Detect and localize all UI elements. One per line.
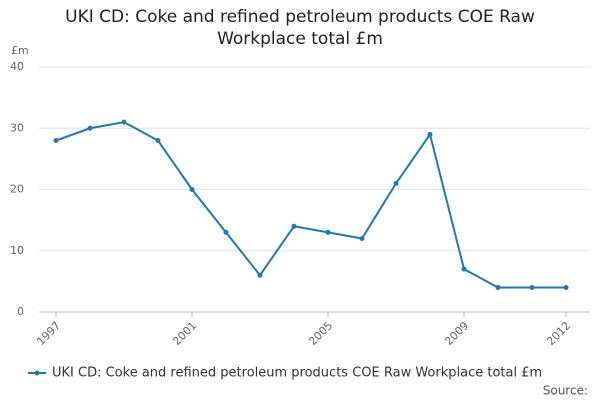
- data-point: [121, 119, 127, 125]
- x-tick-label: 2005: [306, 319, 335, 348]
- data-point: [461, 266, 467, 272]
- y-tick-label: 20: [10, 183, 24, 196]
- x-tick-label: 2001: [170, 319, 199, 348]
- data-point: [563, 285, 569, 290]
- data-point: [223, 229, 229, 235]
- data-point: [427, 131, 433, 137]
- data-point: [325, 229, 331, 235]
- x-tick-label: 1997: [34, 319, 63, 348]
- chart-title: UKI CD: Coke and refined petroleum produ…: [65, 7, 535, 49]
- y-tick-label: 10: [10, 244, 24, 257]
- y-tick-label: 30: [10, 121, 24, 134]
- data-point: [393, 180, 399, 186]
- legend-marker: [34, 370, 40, 376]
- data-point: [495, 285, 501, 290]
- source: Source:: [543, 384, 588, 398]
- data-point: [291, 223, 297, 229]
- data-line: [55, 121, 566, 289]
- data-point: [53, 138, 59, 143]
- data-point: [189, 187, 195, 192]
- data-point: [87, 125, 93, 131]
- legend-label: UKI CD: Coke and refined petroleum produ…: [52, 366, 542, 381]
- y-axis-label: £m: [11, 44, 29, 57]
- x-tick-label: 2012: [544, 319, 573, 348]
- data-point: [359, 236, 365, 241]
- y-tick-label: 40: [10, 60, 24, 73]
- x-tick-label: 2009: [442, 319, 471, 348]
- data-point: [529, 285, 535, 290]
- data-point: [257, 272, 263, 278]
- data-point: [155, 138, 161, 143]
- y-tick-label: 0: [17, 305, 24, 318]
